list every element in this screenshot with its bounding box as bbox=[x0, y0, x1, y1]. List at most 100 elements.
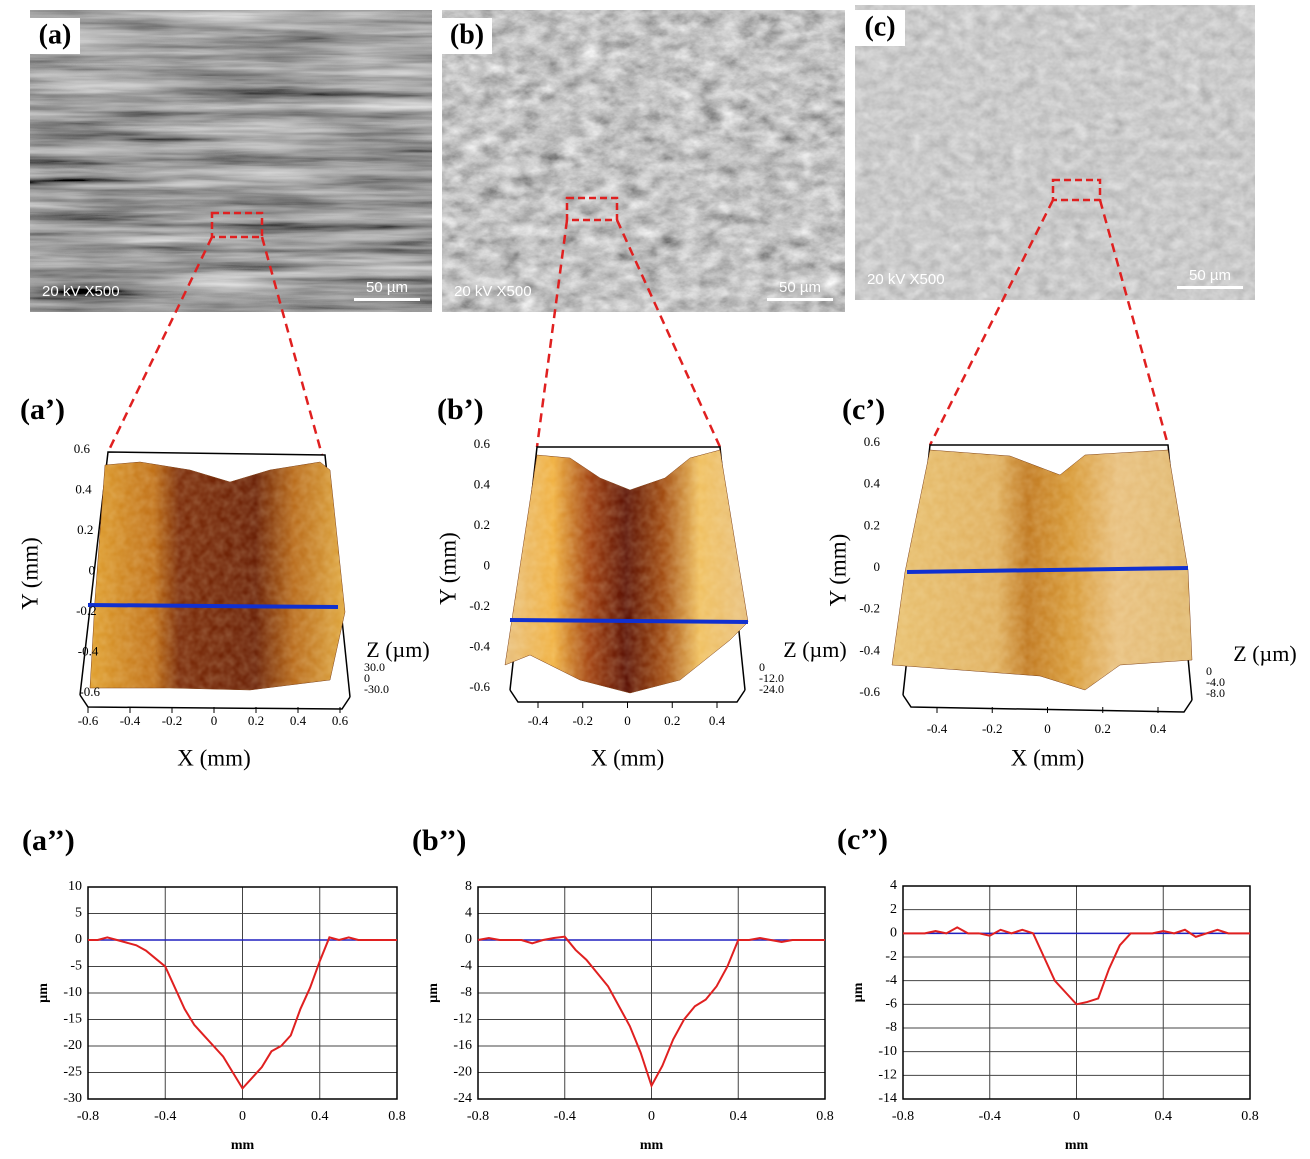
y-tick-label: -4 bbox=[885, 973, 897, 988]
x-tick-label: 0.8 bbox=[388, 1109, 406, 1124]
y-tick-label: -0.6 bbox=[859, 684, 880, 699]
y-label: µm bbox=[36, 983, 51, 1003]
frame-base bbox=[79, 694, 351, 710]
x-tick-label: 0.4 bbox=[1150, 721, 1167, 736]
z-tick-label: -24.0 bbox=[759, 682, 784, 696]
y-label: Y (mm) bbox=[435, 532, 460, 605]
y-tick-label: 0 bbox=[890, 926, 897, 941]
x-tick-label: 0 bbox=[211, 713, 218, 728]
y-label: Y (mm) bbox=[825, 534, 850, 607]
x-tick-label: -0.6 bbox=[78, 713, 99, 728]
z-tick-label: 0 bbox=[364, 671, 370, 685]
y-tick-label: -30 bbox=[63, 1091, 82, 1106]
x-tick-label: 0.4 bbox=[709, 713, 726, 728]
x-tick-label: 0 bbox=[648, 1109, 655, 1124]
y-tick-label: -12 bbox=[453, 1012, 472, 1027]
y-tick-label: -12 bbox=[878, 1068, 897, 1083]
x-tick-label: 0.4 bbox=[1155, 1109, 1173, 1124]
x-tick-label: -0.4 bbox=[120, 713, 141, 728]
scale-text: 50 µm bbox=[779, 279, 821, 296]
y-tick-label: 5 bbox=[75, 906, 82, 921]
zoom-box bbox=[1051, 178, 1102, 202]
z-tick-label: 0 bbox=[1206, 664, 1212, 678]
x-tick-label: 0.4 bbox=[730, 1109, 748, 1124]
sem-info: 20 kV X500 bbox=[454, 283, 532, 300]
plot-frame bbox=[87, 886, 398, 1100]
zoom-box bbox=[210, 211, 264, 239]
chart-title: (b’’) bbox=[412, 824, 466, 857]
sem-image bbox=[855, 5, 1255, 300]
y-tick-label: -0.2 bbox=[859, 601, 880, 616]
y-label: µm bbox=[851, 982, 866, 1002]
y-tick-label: 0.4 bbox=[864, 476, 881, 491]
profile-line bbox=[87, 603, 339, 609]
y-tick-label: -2 bbox=[885, 949, 897, 964]
y-tick-label: 2 bbox=[890, 902, 897, 917]
sem-info: 20 kV X500 bbox=[867, 271, 945, 288]
x-tick-label: -0.2 bbox=[572, 713, 593, 728]
y-tick-label: -4 bbox=[460, 959, 472, 974]
zoom-line bbox=[260, 236, 324, 456]
y-tick-label: 0 bbox=[874, 559, 881, 574]
x-label: mm bbox=[231, 1138, 255, 1153]
y-tick-label: 0.6 bbox=[74, 441, 91, 456]
z-tick-label: -8.0 bbox=[1206, 686, 1225, 700]
x-tick-label: -0.4 bbox=[154, 1109, 176, 1124]
y-tick-label: 0.4 bbox=[75, 481, 92, 496]
x-tick-label: -0.4 bbox=[528, 713, 549, 728]
y-tick-label: 10 bbox=[68, 879, 82, 894]
x-tick-label: -0.2 bbox=[982, 721, 1003, 736]
z-tick-label: 0 bbox=[759, 660, 765, 674]
scale-bar bbox=[1177, 286, 1243, 289]
y-tick-label: 0.2 bbox=[474, 517, 490, 532]
surface-texture bbox=[505, 450, 748, 693]
profile-line bbox=[906, 566, 1189, 574]
y-tick-label: -0.4 bbox=[469, 638, 490, 653]
z-tick-label: -4.0 bbox=[1206, 675, 1225, 689]
panel-label: (a) bbox=[39, 19, 72, 50]
y-tick-label: -20 bbox=[453, 1065, 472, 1080]
zoom-line bbox=[928, 199, 1055, 446]
y-tick-label: 0 bbox=[75, 932, 82, 947]
zoom-line bbox=[615, 219, 722, 448]
z-label: Z (µm) bbox=[366, 637, 429, 662]
y-tick-label: 0.6 bbox=[474, 436, 491, 451]
label-box bbox=[442, 18, 492, 54]
y-tick-label: 8 bbox=[465, 879, 472, 894]
y-tick-label: 0.4 bbox=[474, 476, 491, 491]
zoom-box bbox=[565, 196, 619, 222]
data-line bbox=[88, 936, 397, 1091]
y-tick-label: -5 bbox=[70, 959, 82, 974]
data-line bbox=[477, 935, 825, 1089]
x-label: mm bbox=[1065, 1138, 1089, 1153]
x-tick-label: 0 bbox=[624, 713, 631, 728]
sem-image bbox=[30, 10, 432, 312]
scale-bar bbox=[767, 298, 833, 301]
x-tick-label: 0 bbox=[239, 1109, 246, 1124]
y-tick-label: -10 bbox=[878, 1044, 897, 1059]
zoom-line bbox=[535, 219, 569, 448]
x-label: mm bbox=[640, 1138, 664, 1153]
x-tick-label: 0 bbox=[1044, 721, 1051, 736]
y-tick-label: -16 bbox=[453, 1038, 472, 1053]
plot-frame bbox=[902, 885, 1251, 1100]
x-tick-label: -0.8 bbox=[77, 1109, 99, 1124]
y-label: µm bbox=[426, 983, 441, 1003]
y-tick-label: 0 bbox=[465, 932, 472, 947]
y-tick-label: -0.4 bbox=[78, 643, 99, 658]
x-tick-label: 0.8 bbox=[816, 1109, 834, 1124]
y-tick-label: -8 bbox=[885, 1020, 897, 1035]
x-label: X (mm) bbox=[177, 745, 250, 770]
y-tick-label: -0.6 bbox=[469, 679, 490, 694]
y-label: Y (mm) bbox=[17, 537, 42, 610]
x-tick-label: 0.2 bbox=[1095, 721, 1111, 736]
scale-bar bbox=[354, 298, 420, 301]
z-tick-label: -30.0 bbox=[364, 682, 389, 696]
x-tick-label: 0.8 bbox=[1241, 1109, 1259, 1124]
y-tick-label: -0.4 bbox=[859, 642, 880, 657]
y-tick-label: -20 bbox=[63, 1038, 82, 1053]
y-tick-label: -0.6 bbox=[79, 684, 100, 699]
panel-label: (b’) bbox=[437, 393, 484, 426]
panel-label: (a’) bbox=[20, 393, 65, 426]
